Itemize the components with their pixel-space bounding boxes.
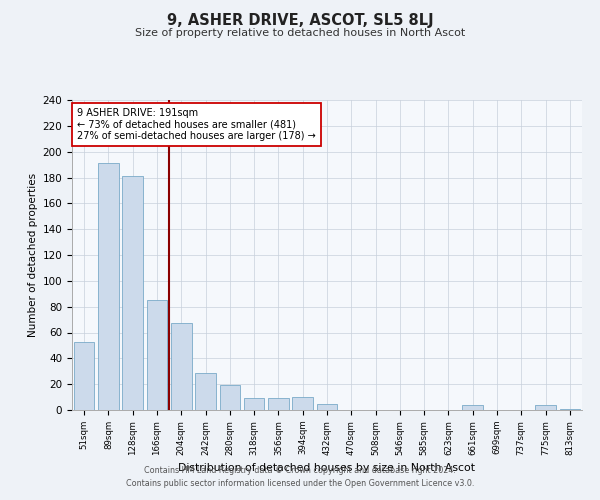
Bar (195, 372, 216, 410)
Text: Contains HM Land Registry data © Crown copyright and database right 2024.
Contai: Contains HM Land Registry data © Crown c… (126, 466, 474, 487)
Text: 9 ASHER DRIVE: 191sqm
← 73% of detached houses are smaller (481)
27% of semi-det: 9 ASHER DRIVE: 191sqm ← 73% of detached … (77, 108, 316, 141)
Bar (560, 408, 580, 410)
Bar (292, 397, 313, 410)
Text: Size of property relative to detached houses in North Ascot: Size of property relative to detached ho… (135, 28, 465, 38)
Bar (220, 386, 240, 410)
X-axis label: Distribution of detached houses by size in North Ascot: Distribution of detached houses by size … (179, 463, 476, 473)
Bar (74, 342, 94, 410)
Y-axis label: Number of detached properties: Number of detached properties (28, 173, 38, 337)
Bar (244, 398, 265, 410)
Bar (98, 164, 119, 410)
Bar (122, 176, 143, 410)
Bar (171, 324, 191, 410)
Bar (463, 405, 483, 410)
Bar (268, 398, 289, 410)
Bar (146, 300, 167, 410)
Text: 9, ASHER DRIVE, ASCOT, SL5 8LJ: 9, ASHER DRIVE, ASCOT, SL5 8LJ (167, 12, 433, 28)
Bar (317, 404, 337, 410)
Bar (535, 405, 556, 410)
